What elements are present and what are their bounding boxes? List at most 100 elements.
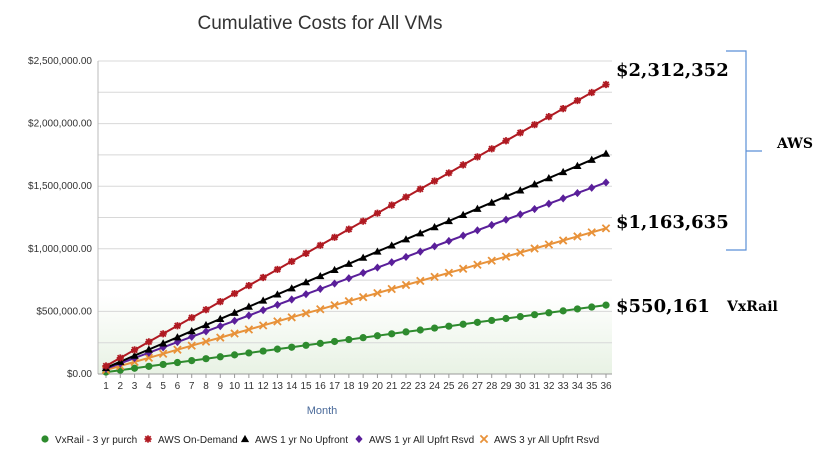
legend-label: VxRail - 3 yr purch xyxy=(55,435,137,446)
data-point xyxy=(230,316,239,325)
data-point xyxy=(330,337,339,346)
data-point xyxy=(230,289,239,298)
data-point xyxy=(587,228,596,237)
x-tick-label: 27 xyxy=(472,381,484,392)
legend-marker xyxy=(479,434,489,444)
x-tick-label: 8 xyxy=(203,381,209,392)
data-point xyxy=(288,257,296,266)
data-point xyxy=(273,265,282,274)
data-point xyxy=(545,199,553,208)
data-point xyxy=(330,233,339,241)
legend: VxRail - 3 yr purch AWS On-Demand AWS 1 yr… xyxy=(41,434,599,446)
data-point xyxy=(216,322,224,331)
x-tick-label: 1 xyxy=(103,381,109,392)
data-point xyxy=(145,362,153,370)
data-point xyxy=(259,306,267,315)
data-point xyxy=(502,137,510,145)
data-point xyxy=(358,292,368,302)
x-tick-label: 17 xyxy=(329,381,341,392)
y-tick-label: $1,000,000.00 xyxy=(28,244,92,255)
data-point xyxy=(202,306,210,314)
x-tick-label: 9 xyxy=(218,381,224,392)
data-point xyxy=(516,129,524,137)
data-point xyxy=(530,311,539,319)
x-tick-label: 5 xyxy=(160,381,166,392)
data-point xyxy=(144,345,153,353)
data-point xyxy=(144,353,154,363)
data-point xyxy=(430,272,439,282)
data-point xyxy=(588,303,596,311)
data-point xyxy=(587,155,596,163)
x-tick-label: 16 xyxy=(315,381,327,392)
data-point xyxy=(316,339,324,347)
data-point xyxy=(488,220,496,230)
data-point xyxy=(130,364,139,372)
data-point xyxy=(359,268,367,278)
x-tick-label: 15 xyxy=(300,381,312,392)
data-point xyxy=(402,328,410,336)
data-point xyxy=(216,333,225,342)
data-point xyxy=(302,290,310,299)
data-point xyxy=(530,244,539,253)
data-point xyxy=(588,183,596,192)
data-point xyxy=(473,153,482,161)
data-point xyxy=(316,284,324,293)
data-point xyxy=(445,169,453,177)
x-tick-label: 19 xyxy=(358,381,370,392)
data-point xyxy=(245,349,253,357)
data-point xyxy=(187,327,196,335)
x-tick-label: 21 xyxy=(386,381,398,392)
x-tick-labels: 1 2 3 4 5 6 7 8 9 10 11 12 13 14 15 16 17 18 19 20 21 22 23 24 2… xyxy=(103,374,612,392)
data-point xyxy=(216,314,225,323)
data-point xyxy=(430,177,439,185)
data-point xyxy=(573,96,582,105)
data-point xyxy=(288,343,296,351)
data-point xyxy=(501,192,511,200)
legend-label: AWS 1 yr All Upfrt Rsvd xyxy=(369,435,474,446)
legend-item: AWS 1 yr All Upfrt Rsvd xyxy=(355,434,474,446)
data-point xyxy=(316,271,325,280)
data-point xyxy=(430,222,439,231)
data-point xyxy=(459,210,468,218)
data-point xyxy=(259,273,267,282)
data-point xyxy=(401,235,411,243)
x-tick-label: 4 xyxy=(146,381,152,392)
data-point xyxy=(559,167,568,176)
data-point xyxy=(388,330,396,338)
data-point xyxy=(244,302,253,310)
legend-marker xyxy=(355,434,363,444)
x-tick-label: 25 xyxy=(443,381,455,392)
series-3 xyxy=(102,178,610,373)
annotations: $2,312,352 $1,163,635 $550,161 VxRail AW… xyxy=(616,50,813,317)
data-point xyxy=(473,260,482,269)
data-point xyxy=(544,174,553,182)
data-point xyxy=(273,290,282,298)
data-point xyxy=(458,264,468,274)
y-tick-label: $2,500,000.00 xyxy=(28,56,92,67)
data-point xyxy=(416,247,424,256)
data-point xyxy=(188,314,196,322)
legend-label: AWS 3 yr All Upfrt Rsvd xyxy=(494,435,599,446)
data-point xyxy=(201,320,211,329)
y-tick-label: $0.00 xyxy=(67,369,92,380)
legend-label: AWS On-Demand xyxy=(158,435,238,446)
x-tick-label: 10 xyxy=(229,381,241,392)
legend-marker xyxy=(144,435,152,443)
data-point xyxy=(258,321,268,330)
data-point xyxy=(230,329,239,338)
legend-label: AWS 1 yr No Upfront xyxy=(255,435,348,446)
x-tick-label: 3 xyxy=(132,381,138,392)
data-point xyxy=(573,188,582,198)
data-point xyxy=(530,180,539,188)
x-tick-label: 22 xyxy=(400,381,412,392)
x-tick-label: 13 xyxy=(272,381,284,392)
data-point xyxy=(245,311,253,320)
data-point xyxy=(102,362,110,370)
data-point xyxy=(602,80,610,89)
data-point xyxy=(273,317,282,326)
data-point xyxy=(545,113,553,121)
data-point xyxy=(344,296,354,306)
data-point xyxy=(430,324,439,332)
x-tick-label: 24 xyxy=(429,381,441,392)
data-point xyxy=(559,307,567,315)
